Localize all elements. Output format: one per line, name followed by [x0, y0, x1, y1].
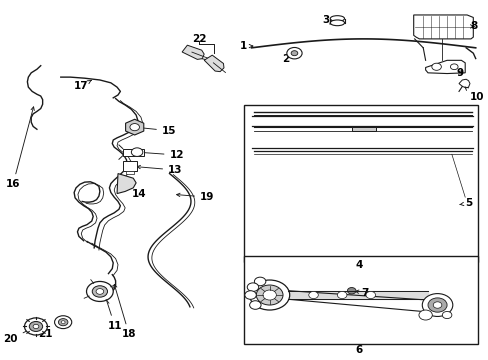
Text: 2: 2	[282, 54, 293, 64]
Circle shape	[92, 286, 107, 297]
Text: 15: 15	[138, 126, 176, 136]
Text: 21: 21	[38, 324, 60, 339]
Bar	[123, 161, 136, 171]
Circle shape	[249, 280, 289, 310]
Circle shape	[337, 292, 346, 298]
Text: 18: 18	[113, 284, 136, 339]
Circle shape	[427, 298, 446, 312]
Circle shape	[422, 294, 452, 316]
Text: 8: 8	[469, 21, 476, 31]
Circle shape	[431, 63, 441, 70]
Polygon shape	[125, 119, 143, 135]
Circle shape	[130, 123, 139, 131]
Text: 17: 17	[74, 80, 91, 91]
Bar	[126, 171, 134, 174]
Text: 14: 14	[128, 184, 146, 199]
Circle shape	[29, 321, 42, 332]
Text: 9: 9	[456, 68, 463, 78]
Text: 19: 19	[176, 192, 214, 202]
Circle shape	[61, 321, 65, 324]
Text: 22: 22	[191, 34, 206, 44]
Bar	[244, 256, 477, 344]
Circle shape	[249, 301, 261, 309]
Circle shape	[432, 302, 441, 308]
Text: 4: 4	[354, 260, 362, 270]
Circle shape	[365, 292, 375, 298]
Circle shape	[254, 277, 265, 286]
Circle shape	[33, 324, 39, 329]
Polygon shape	[204, 55, 224, 72]
Text: 6: 6	[354, 345, 362, 355]
Circle shape	[55, 316, 72, 329]
Circle shape	[96, 289, 103, 294]
Polygon shape	[182, 45, 204, 59]
Circle shape	[86, 282, 113, 301]
Polygon shape	[413, 15, 472, 39]
Circle shape	[24, 318, 47, 335]
Circle shape	[308, 292, 318, 298]
Text: 3: 3	[322, 15, 332, 25]
Circle shape	[418, 310, 431, 320]
Circle shape	[256, 285, 283, 305]
Circle shape	[442, 311, 451, 319]
Polygon shape	[425, 60, 464, 73]
Bar	[351, 127, 375, 131]
Text: 5: 5	[459, 198, 471, 208]
Circle shape	[131, 148, 142, 157]
Text: 13: 13	[137, 165, 182, 175]
Text: 1: 1	[239, 41, 252, 51]
Circle shape	[286, 48, 302, 59]
Circle shape	[58, 319, 68, 326]
Polygon shape	[458, 79, 469, 88]
Text: 11: 11	[104, 295, 122, 331]
Text: 12: 12	[141, 150, 183, 160]
Bar	[122, 149, 143, 156]
Circle shape	[247, 283, 258, 292]
Text: 10: 10	[464, 87, 484, 102]
Polygon shape	[117, 174, 136, 194]
Ellipse shape	[329, 20, 344, 26]
Circle shape	[263, 290, 276, 300]
Circle shape	[346, 288, 355, 294]
Ellipse shape	[329, 16, 344, 21]
Text: 20: 20	[3, 328, 33, 344]
Circle shape	[244, 291, 256, 299]
Circle shape	[290, 51, 297, 56]
Text: 7: 7	[355, 288, 368, 297]
Text: 16: 16	[6, 107, 34, 189]
Circle shape	[449, 64, 457, 69]
Bar	[244, 105, 477, 262]
